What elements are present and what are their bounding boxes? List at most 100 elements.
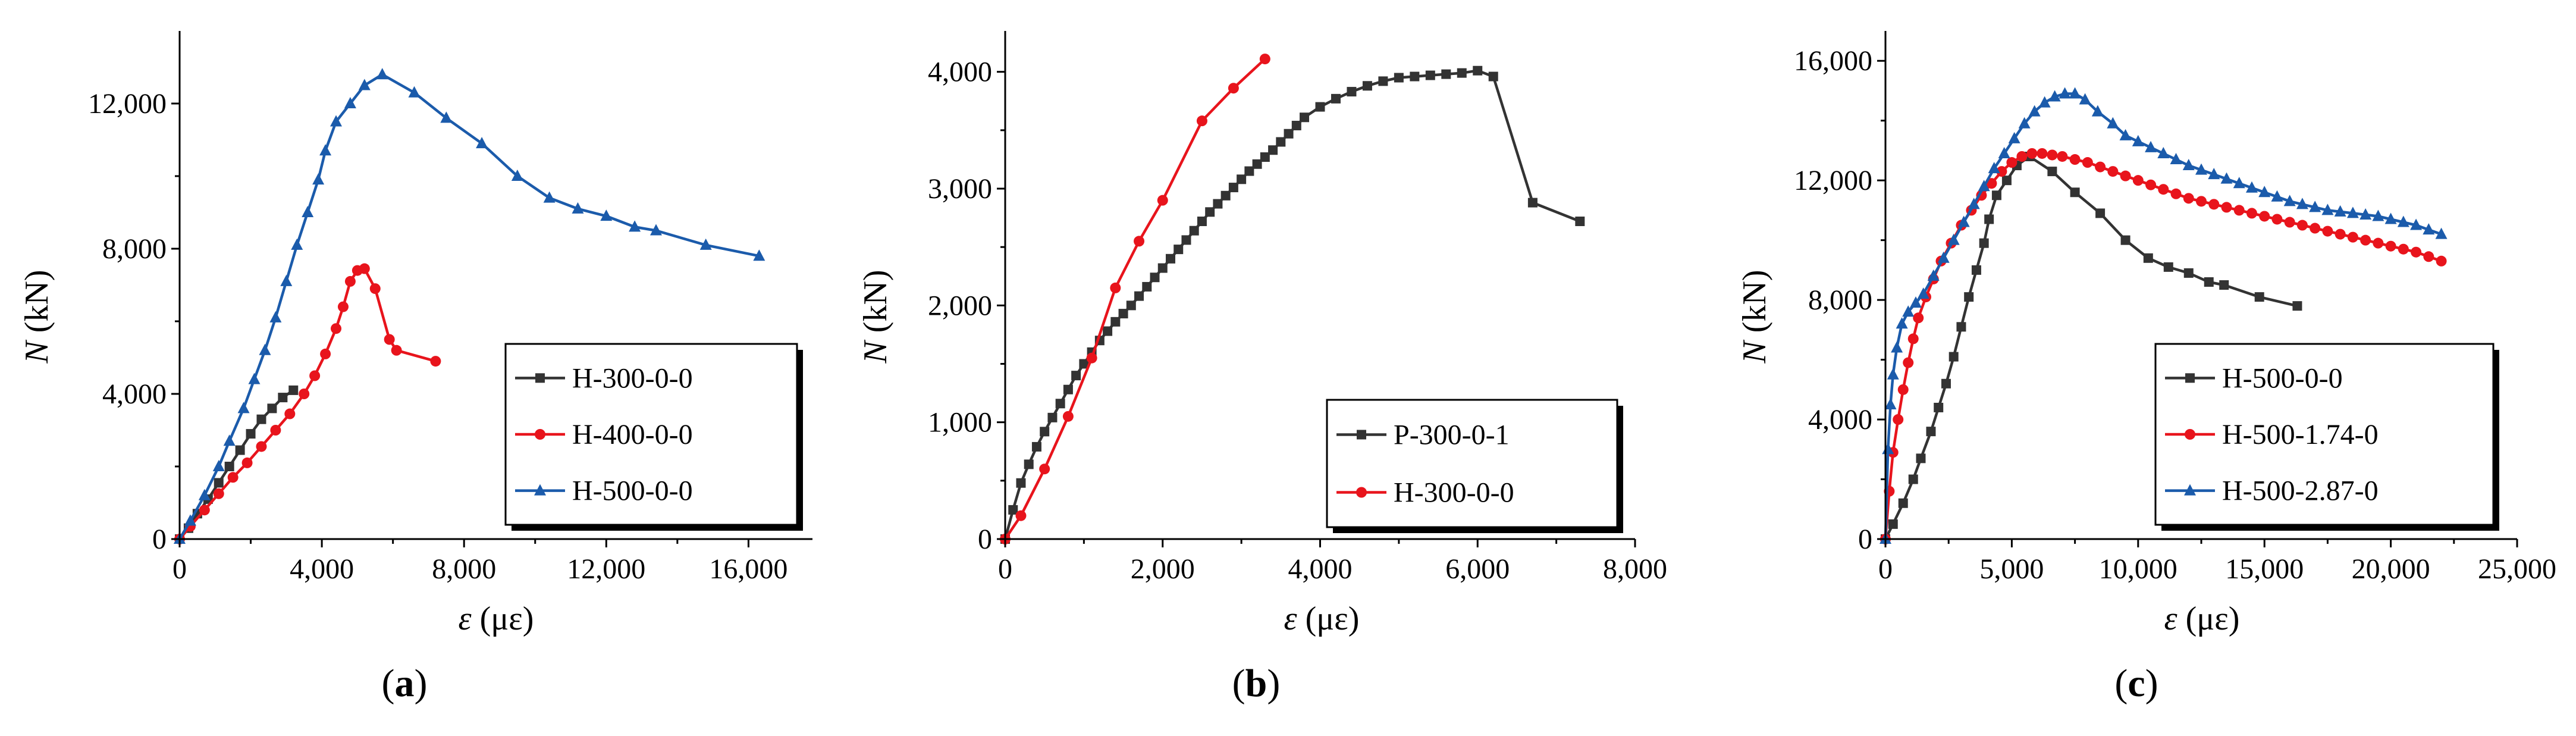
data-point-H-500-0-0 — [408, 86, 421, 98]
data-point-H-500-1.74-0 — [2082, 157, 2093, 168]
data-point-H-500-0-0 — [1941, 378, 1951, 389]
legend-entry: P-300-0-1 — [1394, 419, 1510, 451]
legend-entry: H-400-0-0 — [572, 419, 693, 450]
data-point-H-400-0-0 — [337, 301, 349, 312]
data-point-P-300-0-1 — [1174, 245, 1184, 255]
data-point-P-300-0-1 — [1205, 207, 1215, 217]
data-point-H-500-0-0 — [184, 514, 196, 526]
y-tick-label: 8,000 — [102, 233, 167, 265]
data-point-H-400-0-0 — [391, 344, 402, 356]
data-point-H-500-0-0 — [330, 115, 343, 127]
data-point-H-500-1.74-0 — [1897, 384, 1909, 395]
data-point-H-500-0-0 — [1956, 322, 1966, 332]
data-point-H-500-2.87-0 — [2018, 117, 2031, 129]
data-point-P-300-0-1 — [1134, 291, 1144, 301]
data-point-H-500-0-0 — [2047, 167, 2057, 177]
data-point-H-500-2.87-0 — [1968, 198, 1980, 209]
data-point-P-300-0-1 — [1362, 81, 1372, 91]
data-point-P-300-0-1 — [1527, 198, 1538, 208]
data-point-H-500-0-0 — [223, 434, 236, 446]
data-point-H-500-2.87-0 — [1902, 305, 1915, 317]
data-point-H-500-0-0 — [269, 311, 282, 322]
data-point-P-300-0-1 — [1441, 69, 1451, 79]
data-point-H-500-1.74-0 — [2132, 175, 2144, 186]
data-point-H-500-2.87-0 — [2296, 198, 2308, 209]
data-point-P-300-0-1 — [1181, 235, 1191, 245]
data-point-H-500-1.74-0 — [2347, 231, 2358, 243]
data-point-H-500-2.87-0 — [2170, 153, 2182, 165]
x-tick-label: 20,000 — [2352, 553, 2430, 585]
data-point-H-500-1.74-0 — [2120, 170, 2131, 181]
x-tick-label: 8,000 — [1603, 553, 1667, 585]
legend-swatch-marker — [535, 373, 545, 383]
data-point-H-500-1.74-0 — [2006, 157, 2017, 168]
data-point-H-500-0-0 — [440, 111, 453, 123]
data-point-H-500-1.74-0 — [2196, 196, 2207, 207]
data-point-H-500-0-0 — [1898, 498, 1908, 508]
y-tick-label: 0 — [152, 524, 167, 555]
data-point-H-300-0-0 — [1228, 83, 1239, 94]
data-point-H-500-0-0 — [2219, 280, 2229, 290]
data-point-H-500-0-0 — [476, 137, 488, 149]
data-point-P-300-0-1 — [1063, 384, 1073, 394]
data-point-H-500-1.74-0 — [1907, 333, 1919, 344]
data-point-H-500-1.74-0 — [1986, 178, 1997, 189]
x-tick-label: 4,000 — [290, 553, 354, 585]
data-point-P-300-0-1 — [1268, 145, 1278, 155]
data-point-P-300-0-1 — [1228, 183, 1238, 193]
y-tick-label: 4,000 — [102, 378, 167, 410]
data-point-P-300-0-1 — [1300, 112, 1310, 123]
data-point-H-500-2.87-0 — [2334, 205, 2346, 217]
data-point-H-500-0-0 — [280, 274, 293, 286]
data-point-H-500-2.87-0 — [2245, 181, 2258, 193]
data-point-H-500-1.74-0 — [2271, 214, 2283, 225]
data-point-H-500-0-0 — [259, 343, 271, 355]
data-point-H-500-2.87-0 — [2372, 209, 2384, 221]
legend-swatch-marker — [535, 429, 545, 440]
data-point-H-300-0-0 — [1062, 411, 1074, 422]
data-point-H-500-0-0 — [198, 488, 211, 500]
data-point-H-500-2.87-0 — [2119, 129, 2132, 140]
data-point-P-300-0-1 — [1244, 166, 1254, 176]
data-point-H-500-1.74-0 — [2037, 148, 2048, 159]
data-point-H-500-0-0 — [237, 402, 250, 414]
data-point-H-500-0-0 — [1916, 453, 1926, 463]
data-point-H-500-1.74-0 — [1996, 166, 2007, 177]
data-point-P-300-0-1 — [1142, 281, 1152, 292]
data-point-H-400-0-0 — [309, 370, 321, 381]
legend: H-300-0-0 H-400-0-0 H-500-0-0 — [504, 343, 803, 531]
legend-swatch-marker — [2184, 484, 2196, 496]
legend-swatch-marker — [534, 484, 546, 496]
data-point-P-300-0-1 — [1118, 309, 1128, 319]
data-point-P-300-0-1 — [1347, 87, 1357, 97]
data-point-H-500-0-0 — [572, 202, 584, 214]
data-point-H-500-0-0 — [650, 224, 662, 236]
x-axis-title: ε (με) — [1284, 600, 1360, 637]
data-point-H-500-1.74-0 — [2057, 151, 2068, 162]
x-axis-title: ε (με) — [2164, 600, 2240, 637]
data-point-H-500-2.87-0 — [1887, 368, 1899, 380]
data-point-H-500-1.74-0 — [2296, 220, 2308, 231]
x-axis-title: ε (με) — [459, 600, 534, 637]
x-tick-label: 0 — [998, 553, 1012, 585]
y-tick-label: 8,000 — [1808, 284, 1872, 316]
data-point-P-300-0-1 — [1213, 199, 1223, 209]
data-point-H-500-2.87-0 — [2028, 105, 2041, 117]
data-point-H-500-2.87-0 — [1927, 269, 1940, 281]
data-point-H-500-0-0 — [212, 460, 225, 471]
data-point-H-500-2.87-0 — [2059, 87, 2071, 99]
chart-panel-b: 0 2,000 4,000 6,000 8,000 0 1,000 2,000 3,000 4,0… — [857, 31, 1667, 705]
data-point-P-300-0-1 — [1410, 71, 1420, 82]
data-point-P-300-0-1 — [1165, 253, 1175, 264]
legend-entry: H-500-1.74-0 — [2222, 419, 2379, 450]
data-point-H-500-1.74-0 — [2026, 148, 2038, 159]
data-point-H-500-2.87-0 — [1988, 162, 2000, 174]
data-point-P-300-0-1 — [1276, 137, 1286, 147]
legend-swatch-marker — [1356, 487, 1367, 498]
data-point-H-300-0-0 — [256, 414, 266, 424]
data-point-H-500-2.87-0 — [1937, 251, 1950, 263]
data-point-P-300-0-1 — [1126, 300, 1136, 311]
data-point-H-500-1.74-0 — [2373, 237, 2384, 249]
data-point-H-300-0-0 — [1259, 54, 1270, 65]
x-tick-label: 2,000 — [1131, 553, 1195, 585]
